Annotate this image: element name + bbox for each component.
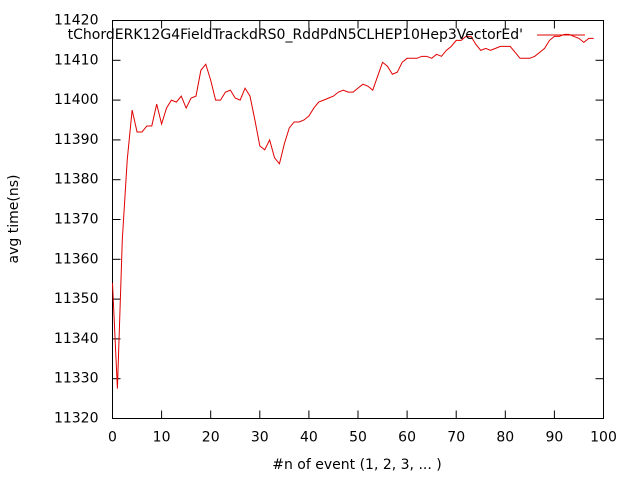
y-tick-label: 11350: [54, 291, 99, 307]
y-tick-label: 11390: [54, 132, 99, 148]
x-axis-label: #n of event (1, 2, 3, ... ): [272, 457, 441, 473]
y-tick-label: 11400: [54, 92, 99, 108]
plot-frame: [112, 20, 604, 419]
x-tick-label: 10: [153, 430, 171, 446]
x-tick-label: 80: [496, 430, 514, 446]
x-tick-label: 0: [108, 430, 117, 446]
x-tick-label: 100: [590, 430, 617, 446]
legend-label: tChordERK12G4FieldTrackdRS0_RddPdN5CLHEP…: [68, 27, 523, 43]
data-line: [112, 33, 594, 389]
x-tick-label: 70: [447, 430, 465, 446]
y-axis-label: avg time(ns): [6, 175, 22, 264]
x-tick-label: 40: [300, 430, 318, 446]
x-tick-label: 60: [398, 430, 416, 446]
y-tick-label: 11340: [54, 331, 99, 347]
x-tick-label: 30: [251, 430, 269, 446]
y-tick-label: 11420: [54, 13, 99, 29]
y-tick-label: 11410: [54, 52, 99, 68]
x-tick-label: 20: [202, 430, 220, 446]
y-tick-label: 11370: [54, 212, 99, 228]
y-tick-label: 11360: [54, 251, 99, 267]
x-tick-label: 90: [545, 430, 563, 446]
y-tick-label: 11330: [54, 371, 99, 387]
y-tick-label: 11320: [54, 411, 99, 427]
x-tick-label: 50: [349, 430, 367, 446]
y-tick-label: 11380: [54, 172, 99, 188]
